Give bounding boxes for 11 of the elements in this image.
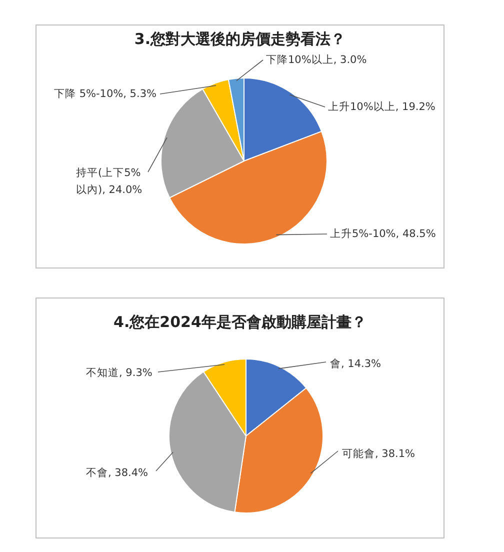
- slice-label: 上升10%以上, 19.2%: [328, 100, 436, 115]
- slice-label: 不會, 38.4%: [86, 466, 150, 481]
- slice-label: 可能會, 38.1%: [342, 447, 416, 462]
- slice-label: 會, 14.3%: [330, 357, 382, 372]
- chart-title: 4.您在2024年是否會啟動購屋計畫？: [114, 313, 366, 331]
- slice-label: 下降 5%-10%, 5.3%: [54, 87, 158, 102]
- slice-label: 持平(上下5%以內), 24.0%: [76, 166, 144, 198]
- chart-title: 3.您對大選後的房價走勢看法？: [134, 30, 346, 48]
- slice-label: 不知道, 9.3%: [86, 366, 154, 381]
- slice-label: 上升5%-10%, 48.5%: [330, 227, 437, 242]
- slice-label: 下降10%以上, 3.0%: [266, 53, 368, 68]
